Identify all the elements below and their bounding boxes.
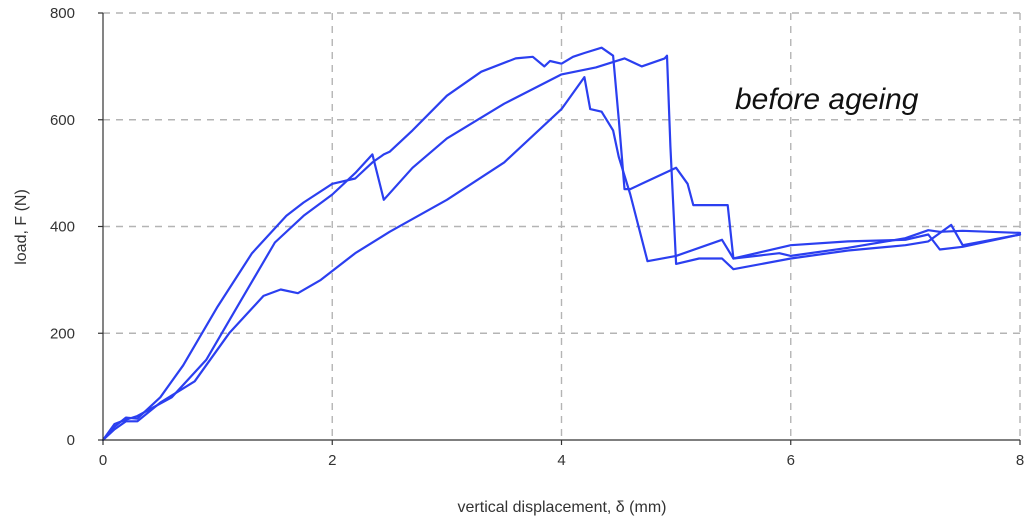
y-axis-title: load, F (N) (13, 189, 30, 265)
x-tick-label: 2 (328, 452, 336, 469)
x-tick-label: 6 (787, 452, 795, 469)
chart-annotation: before ageing (735, 83, 919, 116)
y-tick-label: 800 (50, 5, 75, 22)
x-tick-label: 4 (557, 452, 565, 469)
y-tick-label: 0 (67, 432, 75, 449)
tick-labels: 0 2 4 6 8 0 200 400 600 800 (50, 5, 1024, 469)
x-axis-title: vertical displacement, δ (mm) (458, 499, 667, 516)
x-tick-label: 8 (1016, 452, 1024, 469)
series-line-1 (101, 46, 1022, 442)
x-tick-label: 0 (99, 452, 107, 469)
series-line-2 (101, 54, 1022, 442)
y-tick-label: 600 (50, 112, 75, 129)
series-group (101, 46, 1022, 442)
y-tick-label: 400 (50, 219, 75, 236)
series-line-3 (101, 75, 1022, 442)
gridlines (103, 12, 1021, 440)
y-tick-label: 200 (50, 325, 75, 342)
